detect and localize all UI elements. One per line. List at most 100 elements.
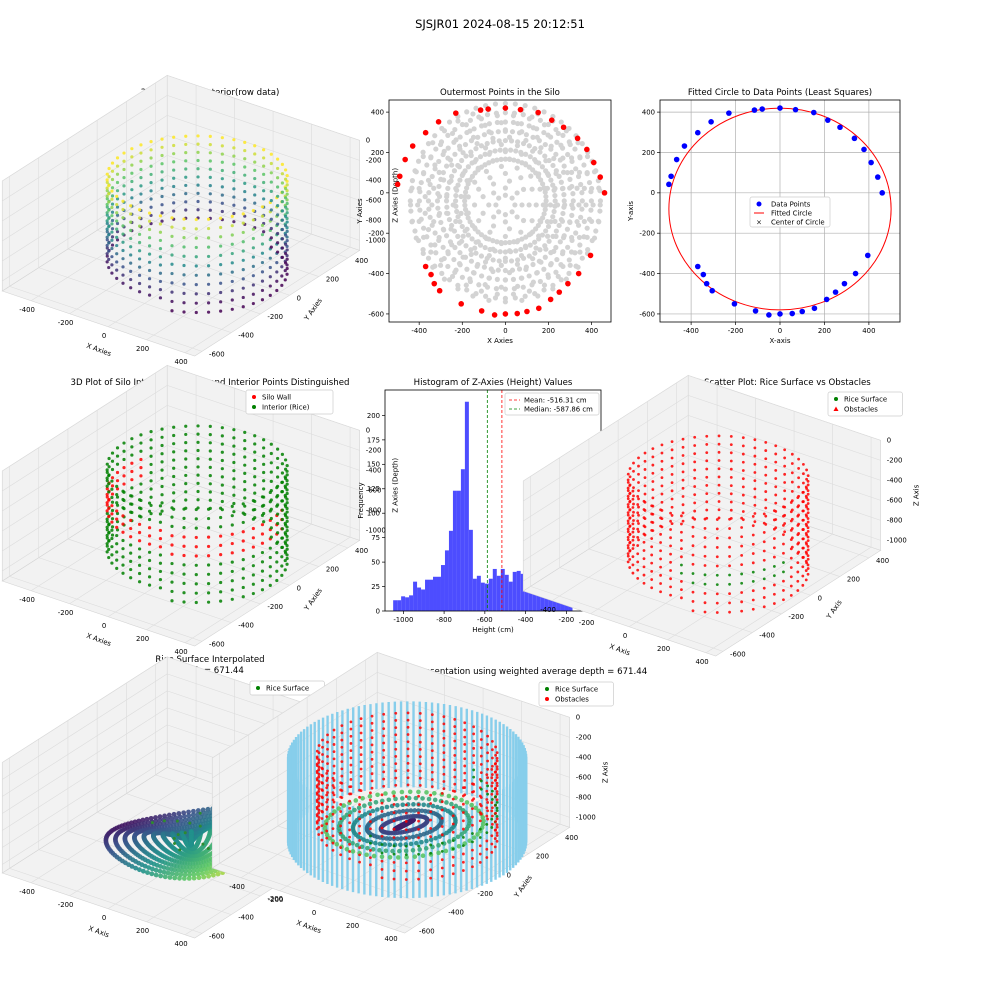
point [122,184,126,188]
wall-or-interior-point [149,430,153,434]
wall-or-interior-point [105,487,109,491]
obstacle-point [471,848,474,852]
gray-point [564,169,571,176]
obstacle-point [495,790,499,793]
obstacle-point [332,779,336,782]
gray-point [593,168,599,174]
gray-point [523,132,529,138]
gray-point [463,243,469,249]
obstacle-point [340,774,344,778]
gray-point [409,218,416,224]
gray-point [541,185,547,191]
rice-surface-cell [480,821,486,827]
scatter-point [659,524,662,528]
gray-point [431,185,437,191]
gray-point [573,230,579,236]
wall-or-interior-point [110,525,115,529]
scatter-point [790,499,794,503]
scatter-point [740,563,744,567]
wall-or-interior-point [196,448,200,453]
rice-surface-cell [396,809,402,814]
obstacle-point [463,764,467,768]
z-tick-label: -1000 [576,813,596,821]
outermost-point [560,124,567,131]
obstacle-point [491,781,494,785]
wall-or-interior-point [230,579,234,583]
surface-cell [186,809,191,815]
obstacle-point [485,839,489,843]
obstacle-point [331,812,335,816]
wall-or-interior-point [194,554,198,558]
wall-or-interior-point [110,495,114,500]
wall-or-interior-point [243,438,247,443]
histogram-bar [393,600,398,611]
point [220,144,224,148]
scatter-point [693,485,697,488]
wall-or-interior-point [170,534,174,538]
rice-surface-cell [432,790,437,796]
x-tick-label: -400 [411,327,427,335]
fitted-circle-panel: Fitted Circle to Data Points (Least Squa… [627,88,901,345]
point [105,229,109,234]
wall-or-interior-point [285,562,289,566]
surface-cell [210,872,216,878]
point [276,241,280,245]
obstacle-point [463,757,467,761]
obstacle-point [404,853,408,856]
gray-point [490,238,496,244]
wall-or-interior-point [284,504,288,508]
scatter-point [659,516,662,520]
obstacle-point [320,766,324,770]
point [276,222,280,226]
point [285,201,289,206]
scatter-point [797,522,801,526]
wall-or-interior-point [280,573,284,577]
point [232,170,236,175]
obstacle-point [453,782,457,786]
point [196,142,200,146]
wall-or-interior-point [184,424,188,428]
scatter-point [753,471,757,474]
gray-point [415,237,422,244]
surface-cell [169,816,175,821]
obstacle-point [380,868,384,871]
gray-point [581,218,587,225]
gray-point [543,168,549,174]
obstacle-point [461,835,465,839]
wall-or-interior-point [196,432,200,436]
rice-surface-cell [411,802,416,807]
scatter-point [806,526,810,530]
wall-or-interior-point [121,489,125,493]
obstacle-point [495,765,499,768]
wall-or-interior-point [280,508,285,512]
gray-point [556,173,562,179]
scatter-point [729,459,733,463]
gray-point [595,218,601,224]
rice-surface-cell [455,834,461,840]
gray-point [498,120,504,126]
point [105,178,109,182]
scatter-point [693,493,697,497]
scatter-point [806,567,810,570]
y-tick-label: 100 [367,510,380,518]
scatter-point [762,586,766,590]
gray-point [432,263,438,269]
gray-point [559,251,566,257]
data-point [759,106,766,112]
gray-point [487,229,493,235]
point [115,189,120,193]
point [196,150,200,154]
gray-point [493,286,499,292]
scatter-point [643,468,647,471]
y-tick-label: -600 [730,650,746,658]
gray-point [566,270,572,276]
scatter-point [783,448,787,452]
point [251,209,255,213]
point [170,225,174,229]
y-tick-label: 200 [371,149,384,157]
scatter-point [659,508,662,512]
histogram-bar [496,575,501,611]
scatter-point [806,489,810,492]
scatter-point [796,561,800,565]
